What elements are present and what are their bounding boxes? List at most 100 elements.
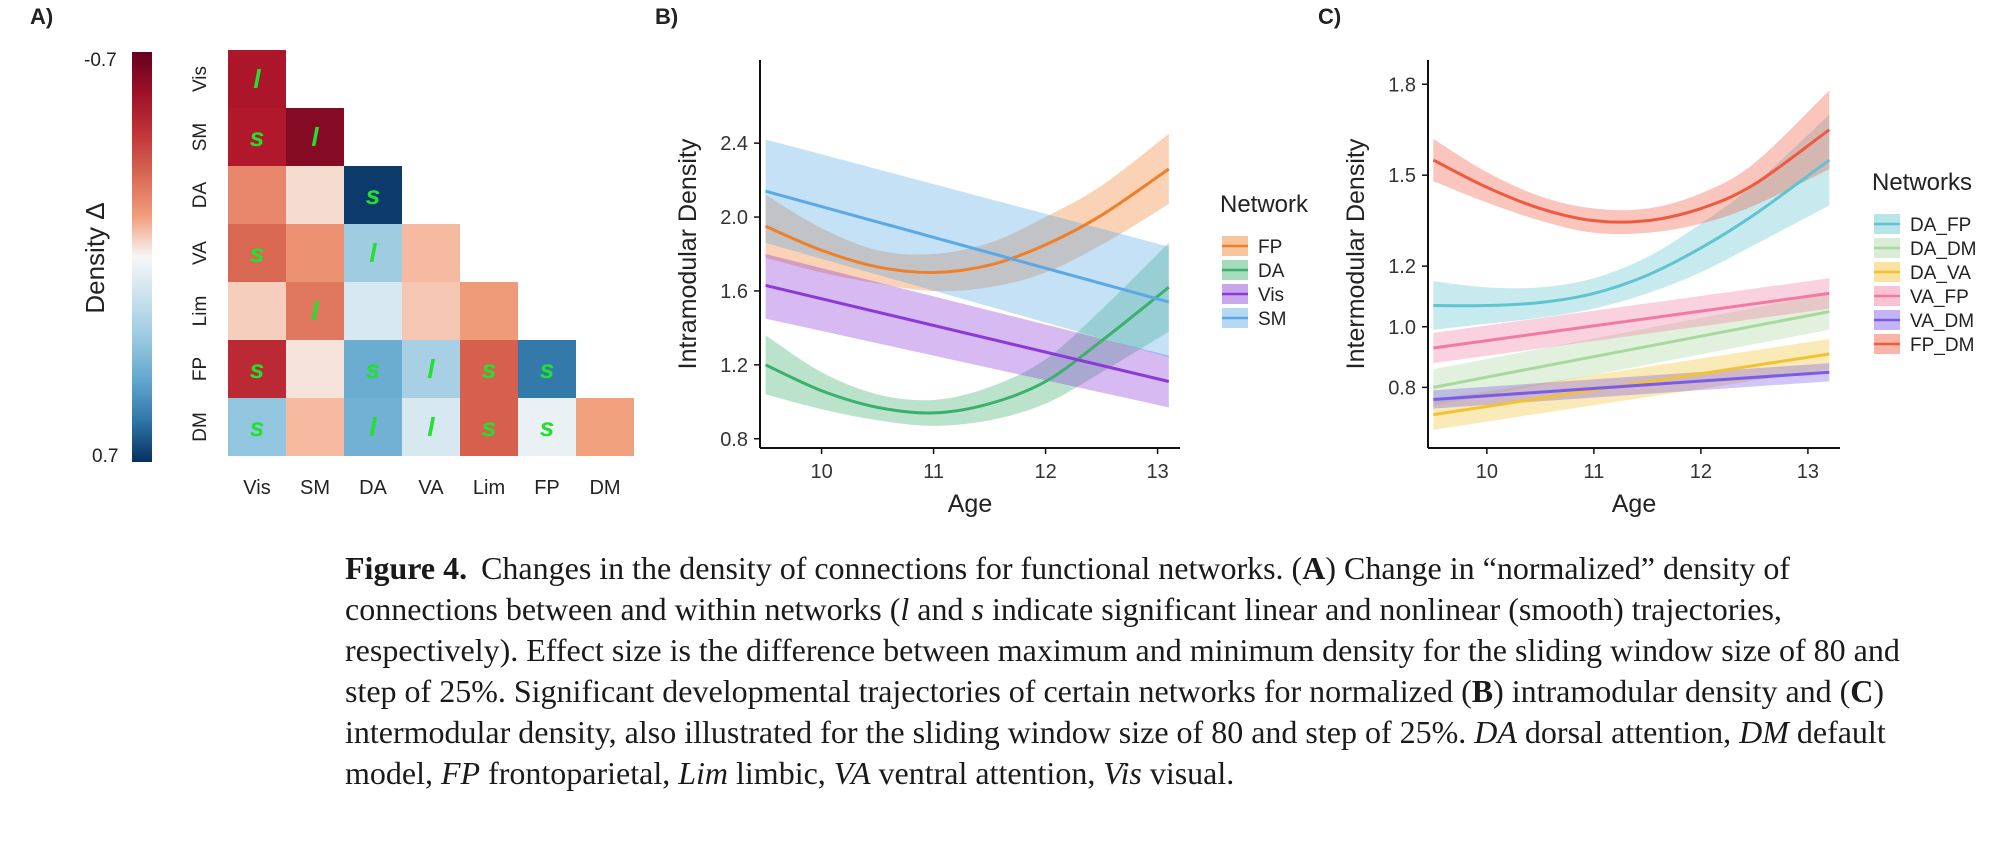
y-tick-label: 0.8 — [1388, 377, 1416, 399]
y-tick-label: 2.0 — [720, 207, 748, 229]
x-tick-label: 11 — [1583, 461, 1604, 483]
caption-abbr-lim: Lim — [678, 755, 729, 791]
heatmap-cell — [286, 166, 344, 224]
caption-text: ) intramodular density and ( — [1493, 673, 1851, 709]
caption-label: Figure 4. — [345, 550, 468, 586]
heatmap-cell — [344, 224, 402, 282]
column-label: FP — [534, 477, 560, 499]
caption-s: s — [971, 591, 984, 627]
confidence-band — [765, 254, 1169, 408]
significance-mark: s — [366, 180, 380, 210]
legend-item-label: VA_DM — [1910, 311, 1974, 332]
caption-l: l — [900, 591, 910, 627]
heatmap-cell — [518, 398, 576, 456]
heatmap-cell — [402, 340, 460, 398]
heatmap-cell — [228, 398, 286, 456]
caption-text: and — [909, 591, 972, 627]
y-tick-label: 1.2 — [1388, 256, 1416, 278]
series-line — [1433, 291, 1830, 350]
row-label: FP — [190, 357, 211, 381]
series-line — [765, 283, 1170, 383]
heatmap-cell — [228, 166, 286, 224]
heatmap-cell — [402, 224, 460, 282]
caption-text: Changes in the density of connections fo… — [481, 550, 1303, 586]
series-line — [1433, 370, 1830, 401]
legend-item-label: DA_FP — [1910, 215, 1971, 236]
caption-ref-b: B — [1471, 673, 1494, 709]
significance-mark: l — [311, 296, 319, 326]
legend-item-label: VA_FP — [1910, 287, 1969, 308]
figure-caption: Figure 4. Changes in the density of conne… — [345, 548, 1945, 794]
column-label: DM — [589, 477, 620, 499]
colorbar-tick-bottom: 0.7 — [92, 446, 118, 467]
series-line — [1433, 158, 1831, 308]
series-line — [765, 167, 1170, 274]
caption-abbr-va: VA — [833, 755, 871, 791]
caption-ref-c: C — [1850, 673, 1874, 709]
legend-item-label: FP — [1258, 237, 1282, 258]
caption-text: default model, — [345, 714, 1886, 791]
significance-mark: s — [250, 412, 264, 442]
column-label: Vis — [243, 477, 270, 499]
intermodular-density-chart: 10 11 12 13 0.8 1.0 1.2 1.5 1.8 Age Intermodular D… — [1342, 60, 1977, 518]
colorbar-label: Density Δ — [80, 202, 110, 313]
significance-mark: l — [369, 238, 377, 268]
series-line — [765, 189, 1170, 304]
panel-a-label: A) — [30, 4, 54, 29]
y-axis-label: Intermodular Density — [1342, 138, 1370, 369]
heatmap-cell — [286, 340, 344, 398]
heatmap-cell — [228, 282, 286, 340]
column-label: DA — [359, 477, 387, 499]
column-label: VA — [418, 477, 444, 499]
x-tick-label: 11 — [923, 461, 944, 483]
x-tick-label: 13 — [1146, 461, 1168, 483]
heatmap-cell — [402, 282, 460, 340]
legend-item-label: FP_DM — [1910, 335, 1974, 356]
heatmap-cell — [286, 108, 344, 166]
x-tick-label: 13 — [1797, 461, 1819, 483]
caption-abbr-dm: DM — [1739, 714, 1789, 750]
heatmap-cell — [228, 108, 286, 166]
heatmap-cell — [402, 398, 460, 456]
confidence-band — [765, 242, 1169, 426]
heatmap-cell — [460, 398, 518, 456]
significance-mark: s — [482, 354, 496, 384]
heatmap-cell — [228, 50, 286, 108]
heatmap-cell — [576, 398, 634, 456]
y-tick-label: 1.5 — [1388, 165, 1416, 187]
panel-b-label: B) — [655, 4, 679, 29]
caption-abbr-fp: FP — [440, 755, 481, 791]
significance-mark: l — [427, 412, 435, 442]
significance-mark: s — [540, 354, 554, 384]
legend-item-label: DA_DM — [1910, 239, 1977, 260]
column-label: Lim — [473, 477, 505, 499]
significance-mark: s — [250, 238, 264, 268]
caption-abbr-vis: Vis — [1103, 755, 1142, 791]
significance-mark: s — [250, 122, 264, 152]
heatmap-cell — [344, 166, 402, 224]
series-line — [1432, 128, 1831, 224]
x-tick-label: 10 — [1476, 461, 1498, 483]
legend-item-label: DA_VA — [1910, 263, 1971, 284]
series-line — [1433, 352, 1830, 417]
heatmap-cell — [286, 398, 344, 456]
heatmap-cell — [460, 340, 518, 398]
y-tick-label: 0.8 — [720, 429, 748, 451]
column-label: SM — [300, 477, 330, 499]
y-axis-label: Intramodular Density — [674, 138, 702, 369]
legend-title: Networks — [1872, 169, 1972, 196]
significance-mark: l — [369, 412, 377, 442]
colorbar-tick-top: -0.7 — [84, 50, 117, 71]
heatmap-cell — [344, 340, 402, 398]
y-tick-label: 1.2 — [720, 355, 748, 377]
heatmap-cell — [344, 282, 402, 340]
legend-item-label: SM — [1258, 309, 1287, 330]
y-tick-label: 2.4 — [720, 133, 748, 155]
confidence-band — [1433, 114, 1830, 330]
heatmap-cell — [228, 340, 286, 398]
caption-text: dorsal attention, — [1516, 714, 1740, 750]
significance-mark: s — [366, 354, 380, 384]
row-label: Lim — [190, 296, 211, 327]
significance-mark: s — [482, 412, 496, 442]
